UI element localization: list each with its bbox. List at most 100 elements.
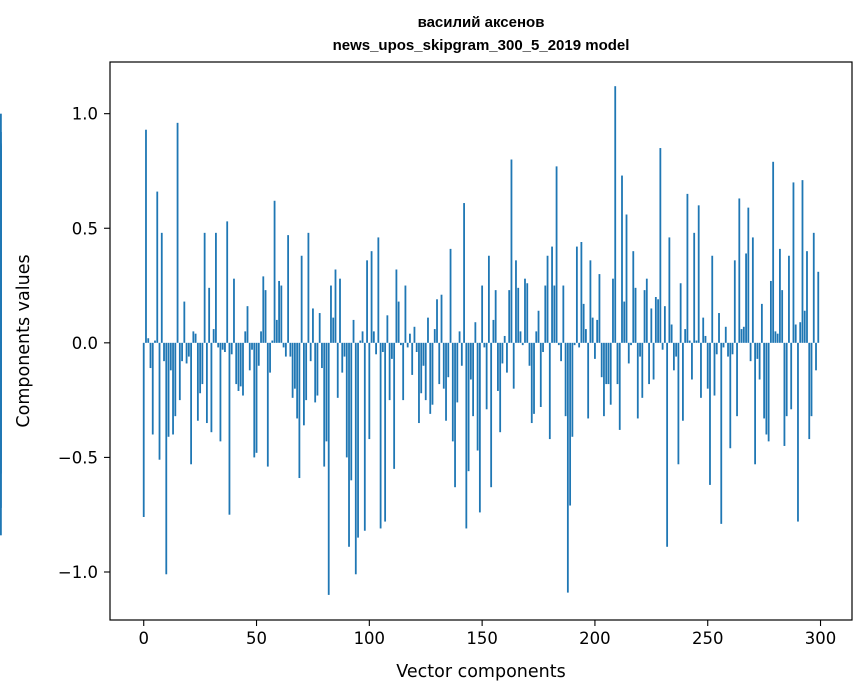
- chart-subtitle: news_upos_skipgram_300_5_2019 model: [333, 37, 630, 54]
- bar-253: [713, 342, 716, 396]
- bar-166: [517, 287, 520, 343]
- bar-117: [406, 342, 409, 348]
- bar-59: [275, 319, 278, 343]
- bar-189: [569, 342, 572, 506]
- bar-61: [280, 285, 283, 343]
- x-tick-label: 200: [579, 629, 611, 648]
- bar-245: [695, 340, 698, 343]
- bar-264: [738, 198, 741, 343]
- bar-234: [670, 324, 673, 343]
- bar-282: [779, 248, 781, 343]
- bar-65: [289, 342, 292, 357]
- bar-93: [352, 319, 355, 343]
- bar-291: [799, 322, 802, 343]
- bar-126: [427, 317, 429, 343]
- bar-104: [377, 237, 380, 343]
- bar-237: [677, 342, 680, 465]
- bar-52: [260, 331, 262, 343]
- bar-296: [810, 342, 813, 417]
- y-axis-ticks: −1.0 −0.5 0.0 0.5 1.0: [58, 105, 110, 582]
- bar-195: [582, 303, 585, 343]
- bar-112: [395, 269, 398, 343]
- bar-32: [215, 232, 217, 343]
- bar-12: [169, 342, 172, 371]
- bar-213: [623, 301, 626, 343]
- bar-78: [318, 313, 321, 343]
- bar-204: [603, 342, 605, 417]
- bar-155: [492, 319, 495, 343]
- y-tick-label: −0.5: [58, 448, 98, 467]
- bar-4: [151, 342, 154, 435]
- bar-179: [546, 255, 549, 343]
- bar-194: [580, 242, 583, 343]
- bar-201: [596, 319, 599, 343]
- bar-128: [431, 342, 434, 405]
- bar-undefined: [0, 342, 2, 460]
- bar-265: [740, 329, 743, 343]
- bar-97: [361, 331, 364, 343]
- bar-100: [368, 342, 371, 440]
- bar-0: [142, 342, 145, 517]
- bar-190: [571, 342, 574, 437]
- bar-53: [262, 276, 265, 343]
- bar-62: [282, 342, 285, 348]
- bar-278: [769, 280, 772, 343]
- bar-203: [600, 342, 603, 378]
- bar-50: [255, 342, 258, 453]
- bar-29: [208, 287, 211, 343]
- bar-223: [645, 278, 648, 343]
- bar-193: [578, 342, 581, 348]
- bar-43: [239, 342, 242, 387]
- bar-161: [506, 342, 508, 373]
- bar-294: [806, 251, 808, 343]
- bar-20: [187, 342, 190, 357]
- bar-98: [363, 342, 366, 531]
- bar-175: [537, 310, 540, 343]
- bar-38: [228, 342, 231, 515]
- bar-228: [657, 299, 659, 343]
- bar-143: [465, 342, 468, 529]
- bar-205: [605, 342, 608, 385]
- x-tick-label: 250: [692, 629, 724, 648]
- bar-74: [309, 342, 312, 362]
- bar-124: [422, 342, 425, 366]
- bar-221: [641, 342, 644, 398]
- bar-171: [528, 342, 531, 366]
- bar-290: [797, 342, 799, 522]
- bar-219: [636, 342, 639, 419]
- bar-25: [199, 342, 202, 394]
- bar-undefined: [0, 342, 2, 382]
- bar-42: [237, 342, 240, 391]
- bar-279: [772, 161, 775, 343]
- bar-261: [731, 342, 734, 355]
- bar-103: [375, 342, 377, 355]
- bar-217: [632, 251, 635, 343]
- bar-127: [429, 342, 432, 414]
- bar-177: [542, 342, 544, 352]
- bar-47: [248, 342, 251, 371]
- bar-101: [370, 251, 373, 343]
- bar-198: [589, 260, 592, 343]
- bar-212: [621, 175, 623, 343]
- bar-23: [194, 333, 197, 343]
- bar-260: [729, 342, 732, 449]
- bar-109: [388, 342, 391, 401]
- bar-287: [790, 342, 793, 410]
- bar-215: [627, 342, 630, 364]
- bar-75: [312, 308, 314, 343]
- bar-188: [566, 342, 569, 593]
- bar-8: [160, 232, 163, 343]
- bar-273: [758, 342, 761, 380]
- bar-202: [598, 274, 601, 343]
- chart-title: василий аксенов: [418, 14, 545, 31]
- bar-218: [634, 287, 637, 343]
- bar-256: [720, 342, 723, 524]
- bar-162: [508, 290, 511, 343]
- bar-209: [614, 86, 617, 343]
- bar-185: [560, 342, 562, 362]
- bar-5: [154, 340, 156, 343]
- bar-191: [573, 342, 576, 346]
- bar-27: [203, 232, 206, 343]
- bar-271: [754, 342, 756, 465]
- bar-54: [264, 290, 267, 343]
